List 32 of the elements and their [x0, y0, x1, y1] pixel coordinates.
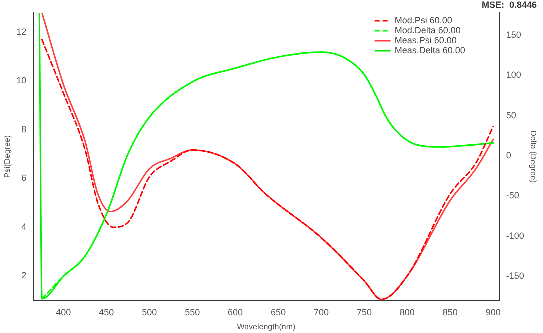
x-tick-label: 900: [486, 307, 501, 318]
y2-tick-label: -100: [506, 230, 524, 241]
legend-label: Meas.Delta 60.00: [394, 45, 466, 56]
x-tick-label: 500: [142, 307, 158, 318]
y-tick-label: 12: [16, 26, 27, 37]
y-tick-label: 8: [22, 124, 27, 134]
x-tick-label: 450: [99, 307, 114, 318]
y-tick-label: 10: [16, 76, 27, 86]
y-axis-title: Psi(Degree): [3, 135, 12, 178]
y-tick-label: 6: [22, 173, 27, 184]
x-tick-label: 850: [442, 307, 458, 318]
x-tick-label: 700: [314, 307, 330, 318]
y-tick-label: 4: [22, 222, 27, 232]
x-tick-label: 800: [400, 307, 415, 318]
y2-tick-label: 150: [506, 30, 522, 40]
x-tick-label: 600: [228, 307, 244, 318]
legend-label: Mod.Delta 60.00: [394, 25, 461, 36]
x-tick-label: 550: [185, 307, 200, 318]
legend-label: Mod.Psi 60.00: [394, 15, 452, 26]
x-tick-label: 750: [356, 307, 372, 318]
y2-tick-label: 100: [506, 70, 522, 80]
y-tick-label: 2: [22, 270, 27, 281]
text: MSE: 0.8446: [482, 0, 537, 10]
y2-axis-title: Delta (Degree): [528, 130, 538, 184]
y2-tick-label: -150: [506, 270, 524, 281]
y2-tick-label: 0: [506, 150, 512, 160]
legend-label: Meas.Psi 60.00: [394, 35, 457, 46]
x-tick-label: 400: [56, 307, 72, 318]
x-tick-label: 650: [271, 307, 286, 318]
x-axis-title: Wavelength(nm): [237, 322, 296, 332]
y2-tick-label: -50: [506, 190, 520, 201]
y2-tick-label: 50: [506, 110, 516, 120]
